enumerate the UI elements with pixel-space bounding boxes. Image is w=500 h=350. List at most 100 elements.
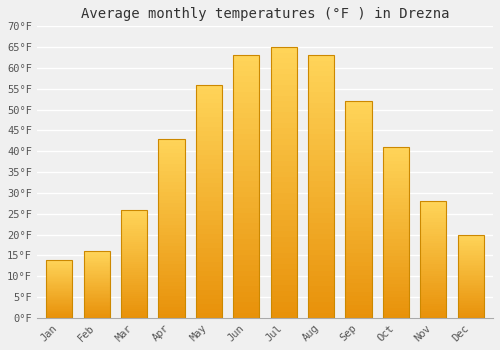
Bar [233,55,260,61]
Bar [46,313,72,314]
Bar [196,215,222,220]
Bar [270,231,296,237]
Bar [458,241,483,243]
Bar [346,305,372,309]
Bar [233,208,260,213]
Bar [420,204,446,206]
Bar [270,47,296,52]
Bar [121,307,147,309]
Bar [46,291,72,292]
Bar [420,299,446,302]
Bar [158,279,184,282]
Bar [346,274,372,279]
Bar [308,292,334,297]
Bar [233,302,260,307]
Bar [233,55,260,318]
Bar [382,195,409,198]
Bar [196,299,222,304]
Bar [158,142,184,146]
Bar [346,309,372,314]
Bar [233,223,260,229]
Bar [121,285,147,288]
Bar [196,117,222,122]
Bar [84,258,110,259]
Bar [46,262,72,263]
Bar [121,268,147,270]
Bar [84,298,110,299]
Bar [382,185,409,188]
Bar [233,113,260,118]
Bar [158,253,184,257]
Bar [196,99,222,103]
Bar [458,304,483,306]
Bar [382,314,409,318]
Bar [382,219,409,222]
Bar [270,69,296,74]
Bar [308,166,334,171]
Bar [458,286,483,288]
Bar [158,296,184,300]
Bar [196,127,222,131]
Bar [196,220,222,225]
Bar [196,122,222,127]
Bar [121,255,147,257]
Bar [121,251,147,253]
Bar [196,108,222,113]
Bar [308,244,334,250]
Bar [270,302,296,307]
Bar [84,311,110,313]
Bar [346,119,372,123]
Bar [84,259,110,260]
Bar [84,288,110,290]
Bar [84,303,110,304]
Bar [458,250,483,251]
Bar [458,285,483,286]
Bar [121,314,147,316]
Bar [458,238,483,239]
Bar [46,293,72,295]
Bar [346,162,372,166]
Bar [121,242,147,244]
Bar [84,282,110,283]
Bar [270,134,296,139]
Bar [233,181,260,187]
Bar [270,307,296,313]
Bar [382,232,409,236]
Bar [346,192,372,197]
Bar [196,136,222,141]
Bar [382,280,409,284]
Bar [84,255,110,257]
Bar [346,218,372,223]
Bar [233,187,260,192]
Bar [346,153,372,158]
Bar [233,260,260,265]
Bar [233,218,260,223]
Bar [196,257,222,262]
Bar [196,253,222,257]
Bar [158,221,184,225]
Bar [346,314,372,318]
Bar [382,246,409,250]
Bar [121,303,147,305]
Bar [233,124,260,129]
Bar [270,285,296,291]
Bar [458,261,483,263]
Bar [458,274,483,276]
Bar [420,274,446,276]
Bar [420,222,446,225]
Bar [382,270,409,273]
Bar [121,246,147,248]
Bar [308,260,334,265]
Bar [420,241,446,243]
Bar [121,225,147,227]
Bar [382,308,409,311]
Bar [458,270,483,271]
Bar [382,178,409,181]
Bar [270,247,296,253]
Bar [270,161,296,166]
Bar [270,291,296,296]
Bar [420,211,446,213]
Bar [382,198,409,202]
Bar [84,266,110,267]
Bar [270,280,296,285]
